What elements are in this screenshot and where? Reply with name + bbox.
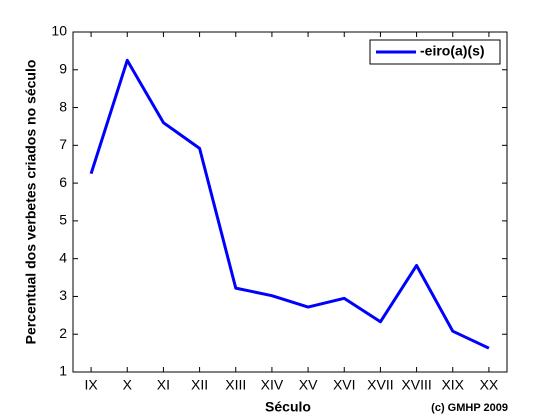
y-tick-label: 6 [59, 174, 67, 190]
plot-area [72, 31, 508, 373]
x-tick-label: XII [191, 377, 208, 393]
y-tick-label: 7 [59, 136, 67, 152]
y-tick-label: 2 [59, 325, 67, 341]
y-tick-label: 10 [51, 23, 67, 39]
legend-label: -eiro(a)(s) [420, 43, 485, 59]
x-tick-label: XVIII [401, 377, 431, 393]
y-tick-label: 9 [59, 60, 67, 76]
x-tick-label: XIV [261, 377, 284, 393]
x-tick-label: XVII [367, 377, 393, 393]
x-tick-label: XI [157, 377, 170, 393]
x-tick-label: XX [480, 377, 499, 393]
x-tick-label: XV [299, 377, 318, 393]
x-tick-label: XVI [333, 377, 356, 393]
x-tick-label: IX [84, 377, 98, 393]
x-tick-label: XIII [225, 377, 246, 393]
y-axis-label: Percentual dos verbetes criados no sécul… [23, 60, 39, 345]
y-tick-label: 1 [59, 363, 67, 379]
y-tick-label: 3 [59, 287, 67, 303]
annotation: (c) GMHP 2009 [431, 402, 508, 414]
x-tick-label: X [123, 377, 133, 393]
x-axis-label: Século [265, 399, 311, 415]
y-tick-label: 8 [59, 98, 67, 114]
line [89, 58, 490, 350]
y-tick-label: 5 [59, 212, 67, 228]
x-tick-label: XIX [441, 377, 464, 393]
y-tick-label: 4 [59, 249, 67, 265]
